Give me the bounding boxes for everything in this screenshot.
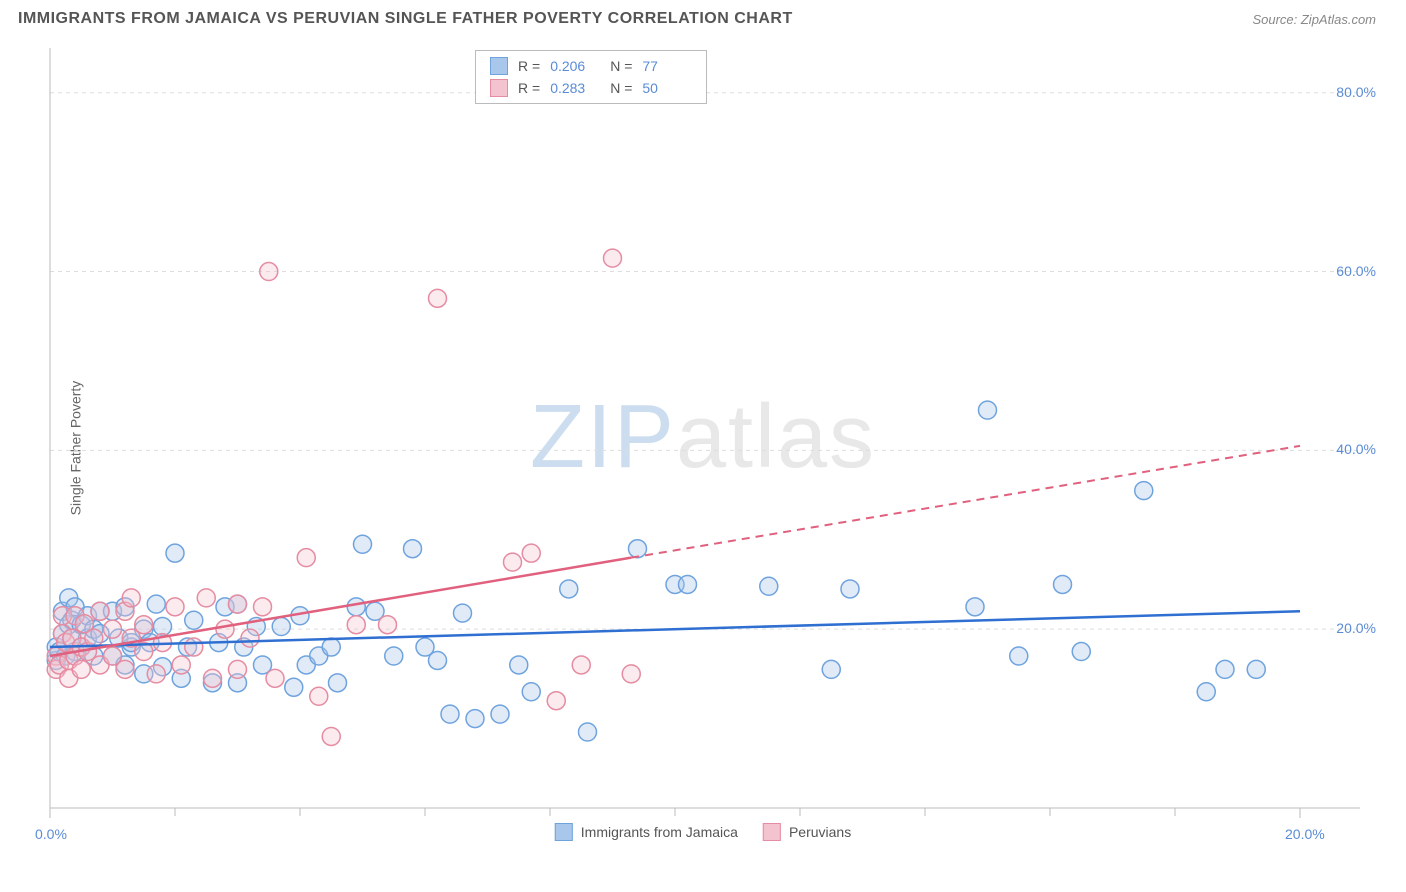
- scatter-chart: [0, 33, 1406, 863]
- x-tick-label: 0.0%: [35, 826, 67, 842]
- y-tick-label: 60.0%: [1336, 263, 1376, 279]
- legend-swatch: [490, 57, 508, 75]
- chart-title: IMMIGRANTS FROM JAMAICA VS PERUVIAN SING…: [18, 10, 793, 28]
- legend-label: Immigrants from Jamaica: [581, 824, 738, 840]
- legend-swatch: [490, 79, 508, 97]
- correlation-legend-row: R =0.283N =50: [490, 77, 692, 99]
- correlation-legend-row: R =0.206N =77: [490, 55, 692, 77]
- correlation-legend: R =0.206N =77R =0.283N =50: [475, 50, 707, 104]
- chart-container: ZIPatlas Single Father Poverty 20.0%40.0…: [0, 33, 1406, 863]
- x-tick-label: 20.0%: [1285, 826, 1325, 842]
- bottom-legend: Immigrants from Jamaica Peruvians: [555, 823, 851, 841]
- y-tick-label: 40.0%: [1336, 441, 1376, 457]
- legend-swatch: [555, 823, 573, 841]
- legend-item: Peruvians: [763, 823, 851, 841]
- y-tick-label: 20.0%: [1336, 620, 1376, 636]
- source-attribution: Source: ZipAtlas.com: [1252, 12, 1376, 27]
- y-tick-label: 80.0%: [1336, 84, 1376, 100]
- legend-item: Immigrants from Jamaica: [555, 823, 738, 841]
- legend-label: Peruvians: [789, 824, 851, 840]
- legend-swatch: [763, 823, 781, 841]
